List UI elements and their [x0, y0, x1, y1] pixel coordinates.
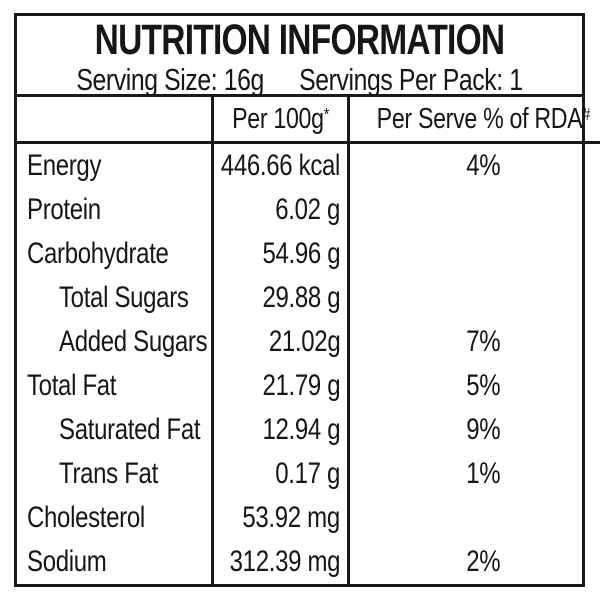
- nutrient-value-saturated-fat: 12.94 g: [211, 408, 347, 452]
- column-header-per-100g: Per 100g*: [211, 97, 347, 144]
- nutrient-value-carbohydrate: 54.96 g: [211, 232, 347, 276]
- nutrient-value-total-fat: 21.79 g: [211, 364, 347, 408]
- nutrient-rda-trans-fat: 1%: [347, 452, 600, 496]
- column-header-rda: Per Serve % of RDA#: [347, 97, 600, 144]
- nutrient-label-energy: Energy: [27, 149, 102, 182]
- nutrient-value-added-sugars: 21.02g: [211, 320, 347, 364]
- nutrient-rda-energy: 4%: [347, 144, 600, 188]
- label-title: NUTRITION INFORMATION: [94, 16, 505, 64]
- nutrition-table: Per 100g* Per Serve % of RDA# Energy 446…: [17, 97, 600, 584]
- nutrient-label-total-sugars: Total Sugars: [59, 281, 189, 314]
- nutrient-value-energy: 446.66 kcal: [211, 144, 347, 188]
- rda-text: Per Serve % of RDA: [376, 102, 583, 135]
- nutrient-label-cholesterol: Cholesterol: [27, 501, 145, 534]
- nutrient-label-saturated-fat: Saturated Fat: [59, 413, 201, 446]
- nutrient-label-added-sugars: Added Sugars: [59, 325, 208, 358]
- nutrient-label-sodium: Sodium: [27, 545, 107, 578]
- nutrient-rda-sodium: 2%: [347, 540, 600, 584]
- nutrient-value-sodium: 312.39 mg: [211, 540, 347, 584]
- nutrient-label-protein: Protein: [27, 193, 101, 226]
- serving-size-text: Serving Size: 16g: [76, 62, 264, 97]
- nutrient-value-cholesterol: 53.92 mg: [211, 496, 347, 540]
- column-header-empty: [17, 97, 211, 144]
- nutrient-rda-total-sugars: [347, 276, 600, 320]
- nutrient-label-trans-fat: Trans Fat: [59, 457, 158, 490]
- nutrient-value-protein: 6.02 g: [211, 188, 347, 232]
- nutrient-rda-saturated-fat: 9%: [347, 408, 600, 452]
- nutrient-label-total-fat: Total Fat: [27, 369, 117, 402]
- nutrient-rda-carbohydrate: [347, 232, 600, 276]
- nutrient-rda-added-sugars: 7%: [347, 320, 600, 364]
- nutrient-rda-protein: [347, 188, 600, 232]
- nutrient-label-carbohydrate: Carbohydrate: [27, 237, 169, 270]
- per-100g-text: Per 100g: [232, 102, 324, 135]
- hash-mark: #: [582, 103, 591, 124]
- nutrient-rda-total-fat: 5%: [347, 364, 600, 408]
- servings-per-pack-text: Servings Per Pack: 1: [299, 62, 523, 97]
- asterisk-mark: *: [323, 103, 330, 124]
- label-header: NUTRITION INFORMATION Serving Size: 16g …: [17, 16, 582, 97]
- nutrition-label: NUTRITION INFORMATION Serving Size: 16g …: [14, 13, 600, 587]
- nutrient-value-total-sugars: 29.88 g: [211, 276, 347, 320]
- nutrient-value-trans-fat: 0.17 g: [211, 452, 347, 496]
- nutrient-rda-cholesterol: [347, 496, 600, 540]
- serving-info: Serving Size: 16g Servings Per Pack: 1: [74, 62, 526, 97]
